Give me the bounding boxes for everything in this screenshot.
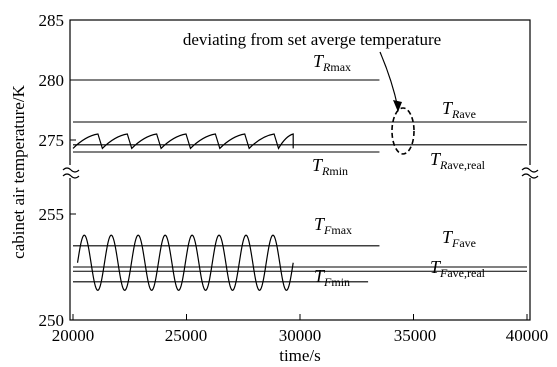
label-T-Fave: TFave [442,227,476,250]
oscillation-refrigerator-sawtooth [72,133,294,150]
axis-break-right [521,165,539,179]
axis-break-left [62,165,80,179]
annotation-arrow [379,51,399,109]
y-tick-label-250: 250 [39,311,65,330]
x-tick-label-35000: 35000 [394,326,437,345]
x-tick-label-30000: 30000 [279,326,322,345]
deviation-ellipse [391,107,415,155]
label-T-Rave: TRave [442,98,476,121]
annotation-arrowhead [393,100,402,112]
y-tick-label-255: 255 [39,205,65,224]
y-tick-label-280: 280 [39,71,65,90]
y-axis-title: cabinet air temperature/K [9,84,28,258]
x-tick-label-25000: 25000 [165,326,208,345]
label-T-Rave-real: TRave,real [430,149,486,172]
annotation-text: deviating from set averge temperature [183,30,441,49]
label-T-Rmax: TRmax [313,51,351,74]
x-tick-label-20000: 20000 [52,326,95,345]
label-T-Fmin: TFmin [314,266,350,289]
label-T-Rmin: TRmin [312,155,348,178]
oscillation-freezer-sine [76,234,294,291]
label-T-Fmax: TFmax [314,214,352,237]
x-axis-title: time/s [279,346,321,365]
oscillation-layer [72,133,294,291]
y-tick-label-285: 285 [39,11,65,30]
label-T-Fave-real: TFave,real [430,257,486,280]
y-tick-label-275: 275 [39,131,65,150]
lines-layer [73,79,527,283]
x-tick-label-40000: 40000 [506,326,549,345]
